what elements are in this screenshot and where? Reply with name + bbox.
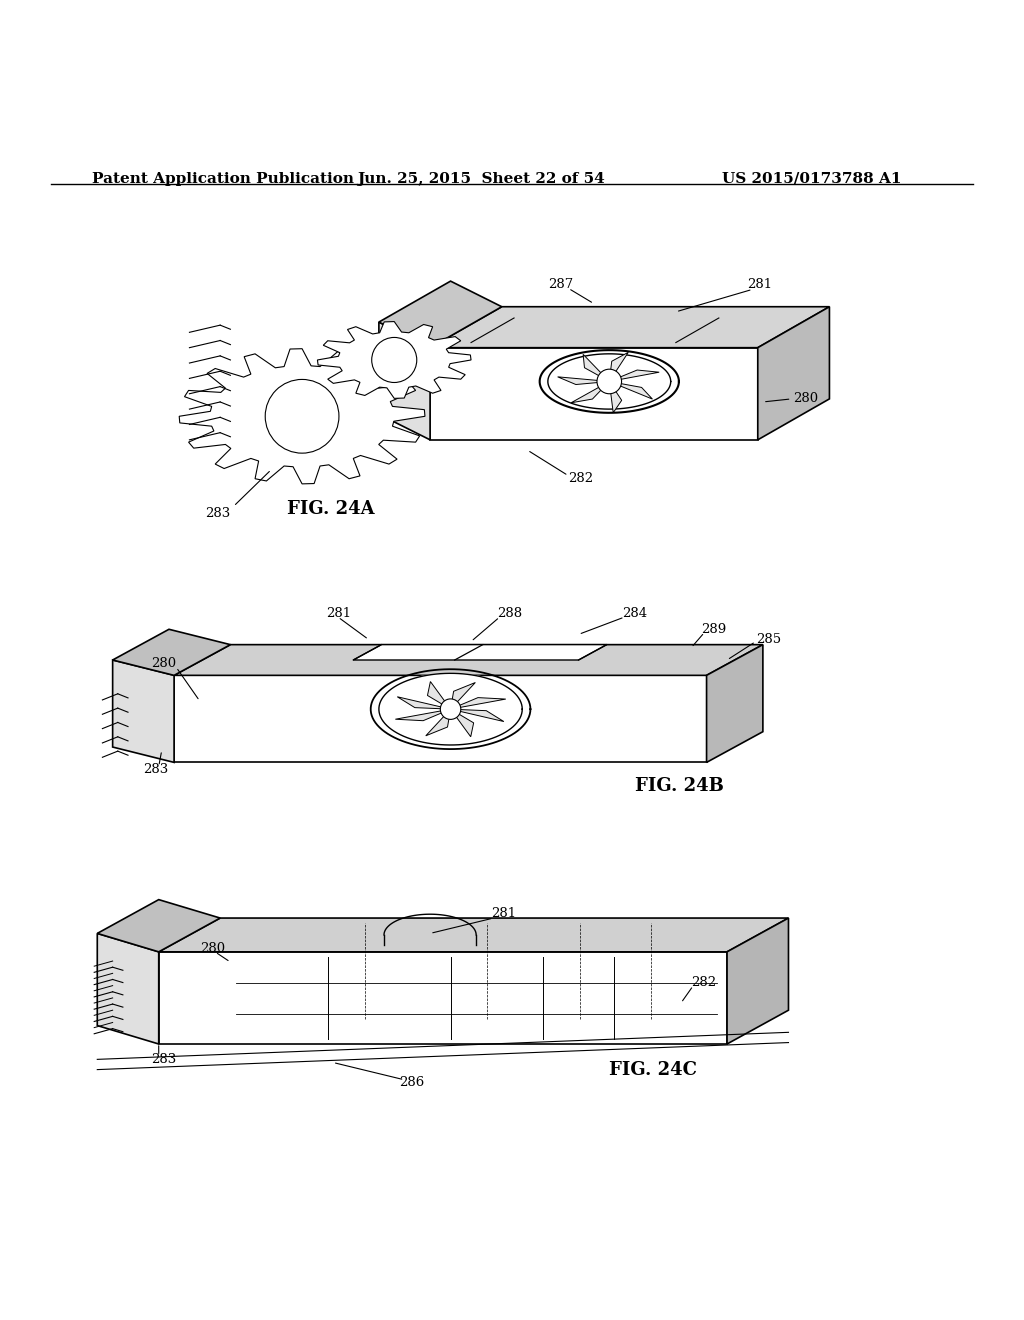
Text: 288: 288 — [497, 607, 522, 620]
Polygon shape — [317, 322, 471, 399]
Circle shape — [372, 338, 417, 383]
Text: 280: 280 — [794, 392, 819, 405]
Polygon shape — [113, 660, 174, 763]
Polygon shape — [451, 682, 475, 709]
Polygon shape — [727, 917, 788, 1044]
Text: 281: 281 — [492, 907, 517, 920]
Polygon shape — [395, 709, 451, 721]
Circle shape — [265, 379, 339, 453]
Text: 283: 283 — [205, 507, 230, 520]
Polygon shape — [113, 630, 230, 676]
Polygon shape — [430, 306, 829, 347]
Text: Jun. 25, 2015  Sheet 22 of 54: Jun. 25, 2015 Sheet 22 of 54 — [357, 172, 605, 186]
Text: 289: 289 — [701, 623, 727, 636]
Polygon shape — [97, 900, 220, 952]
Polygon shape — [558, 376, 609, 384]
Polygon shape — [430, 347, 758, 440]
Text: 280: 280 — [200, 942, 225, 956]
Polygon shape — [583, 354, 609, 381]
Polygon shape — [174, 676, 707, 763]
Circle shape — [597, 370, 622, 393]
Text: 285: 285 — [756, 634, 781, 645]
Text: 281: 281 — [326, 607, 351, 620]
Text: 283: 283 — [152, 1053, 177, 1065]
Polygon shape — [159, 917, 788, 952]
Text: 287: 287 — [548, 277, 573, 290]
Polygon shape — [571, 381, 609, 403]
Polygon shape — [397, 697, 451, 709]
Text: 282: 282 — [691, 975, 717, 989]
Text: 283: 283 — [143, 763, 169, 776]
Polygon shape — [548, 354, 671, 409]
Polygon shape — [427, 681, 451, 709]
Polygon shape — [353, 644, 606, 660]
Text: 286: 286 — [399, 1076, 425, 1089]
Text: 280: 280 — [152, 656, 177, 669]
Polygon shape — [379, 673, 522, 744]
Text: Patent Application Publication: Patent Application Publication — [92, 172, 354, 186]
Polygon shape — [379, 322, 430, 440]
Text: FIG. 24C: FIG. 24C — [609, 1060, 697, 1078]
Polygon shape — [609, 370, 659, 381]
Polygon shape — [174, 644, 763, 676]
Polygon shape — [609, 381, 652, 399]
Text: US 2015/0173788 A1: US 2015/0173788 A1 — [722, 172, 901, 186]
Text: 281: 281 — [748, 277, 773, 290]
Polygon shape — [609, 352, 629, 381]
Polygon shape — [707, 644, 763, 763]
Text: 284: 284 — [623, 607, 648, 620]
Text: FIG. 24A: FIG. 24A — [287, 500, 375, 519]
Polygon shape — [758, 306, 829, 440]
Polygon shape — [426, 709, 451, 735]
Polygon shape — [451, 709, 474, 737]
Polygon shape — [379, 281, 502, 347]
Polygon shape — [97, 933, 159, 1044]
Text: FIG. 24B: FIG. 24B — [635, 777, 724, 795]
Polygon shape — [159, 952, 727, 1044]
Polygon shape — [451, 709, 504, 722]
Polygon shape — [179, 348, 425, 484]
Circle shape — [440, 698, 461, 719]
Text: 282: 282 — [568, 473, 594, 486]
Polygon shape — [451, 697, 506, 709]
Polygon shape — [609, 381, 622, 413]
